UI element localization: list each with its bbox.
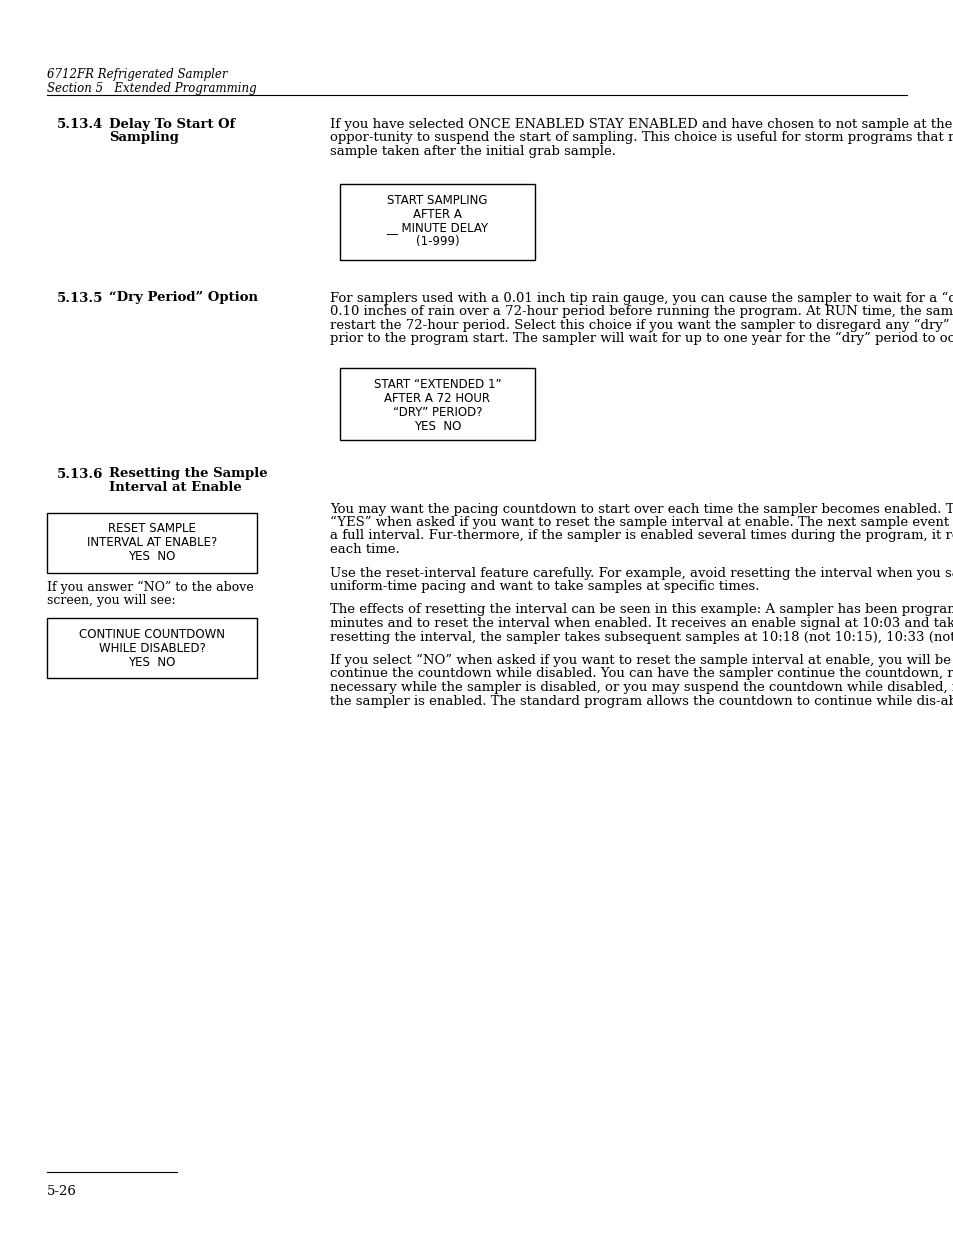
Text: the sampler is enabled. The standard program allows the countdown to continue wh: the sampler is enabled. The standard pro… [330, 694, 953, 708]
Text: Sampling: Sampling [109, 131, 179, 144]
Text: Section 5   Extended Programming: Section 5 Extended Programming [47, 82, 256, 95]
Text: The effects of resetting the interval can be seen in this example: A sampler has: The effects of resetting the interval ca… [330, 604, 953, 616]
Text: necessary while the sampler is disabled, or you may suspend the countdown while : necessary while the sampler is disabled,… [330, 680, 953, 694]
Text: CONTINUE COUNTDOWN: CONTINUE COUNTDOWN [79, 627, 225, 641]
Text: Resetting the Sample: Resetting the Sample [109, 468, 268, 480]
Text: sample taken after the initial grab sample.: sample taken after the initial grab samp… [330, 144, 616, 158]
Text: START SAMPLING: START SAMPLING [387, 194, 487, 206]
Text: If you select “NO” when asked if you want to reset the sample interval at enable: If you select “NO” when asked if you wan… [330, 655, 953, 667]
Text: __ MINUTE DELAY: __ MINUTE DELAY [386, 221, 488, 235]
Text: “YES” when asked if you want to reset the sample interval at enable. The next sa: “YES” when asked if you want to reset th… [330, 516, 953, 530]
Text: 5-26: 5-26 [47, 1186, 77, 1198]
Bar [47, 513, 256, 573]
Text: continue the countdown while disabled. You can have the sampler continue the cou: continue the countdown while disabled. Y… [330, 667, 953, 680]
Text: resetting the interval, the sampler takes subsequent samples at 10:18 (not 10:15: resetting the interval, the sampler take… [330, 631, 953, 643]
Text: Interval at Enable: Interval at Enable [109, 480, 241, 494]
Text: If you answer “NO” to the above: If you answer “NO” to the above [47, 580, 253, 594]
Text: a full interval. Fur-thermore, if the sampler is enabled several times during th: a full interval. Fur-thermore, if the sa… [330, 530, 953, 542]
Text: START “EXTENDED 1”: START “EXTENDED 1” [374, 378, 500, 390]
Text: prior to the program start. The sampler will wait for up to one year for the “dr: prior to the program start. The sampler … [330, 332, 953, 346]
Text: For samplers used with a 0.01 inch tip rain gauge, you can cause the sampler to : For samplers used with a 0.01 inch tip r… [330, 291, 953, 305]
Text: uniform-time pacing and want to take samples at specific times.: uniform-time pacing and want to take sam… [330, 580, 759, 593]
Bar [47, 618, 256, 678]
Text: Use the reset-interval feature carefully. For example, avoid resetting the inter: Use the reset-interval feature carefully… [330, 567, 953, 579]
Text: YES  NO: YES NO [128, 551, 175, 563]
Text: 6712FR Refrigerated Sampler: 6712FR Refrigerated Sampler [47, 68, 227, 82]
Text: INTERVAL AT ENABLE?: INTERVAL AT ENABLE? [87, 536, 217, 550]
Text: 5.13.6: 5.13.6 [57, 468, 103, 480]
Bar [339, 184, 535, 259]
Text: You may want the pacing countdown to start over each time the sampler becomes en: You may want the pacing countdown to sta… [330, 503, 953, 515]
Text: (1-999): (1-999) [416, 236, 458, 248]
Text: WHILE DISABLED?: WHILE DISABLED? [98, 641, 205, 655]
Text: AFTER A: AFTER A [413, 207, 461, 221]
Text: each time.: each time. [330, 543, 399, 556]
Text: Delay To Start Of: Delay To Start Of [109, 119, 235, 131]
Text: minutes and to reset the interval when enabled. It receives an enable signal at : minutes and to reset the interval when e… [330, 618, 953, 630]
Text: oppor-tunity to suspend the start of sampling. This choice is useful for storm p: oppor-tunity to suspend the start of sam… [330, 131, 953, 144]
Text: AFTER A 72 HOUR: AFTER A 72 HOUR [384, 391, 490, 405]
Text: “Dry Period” Option: “Dry Period” Option [109, 291, 257, 305]
Text: 5.13.4: 5.13.4 [57, 119, 103, 131]
Bar [339, 368, 535, 440]
Text: If you have selected ONCE ENABLED STAY ENABLED and have chosen to not sample at : If you have selected ONCE ENABLED STAY E… [330, 119, 953, 131]
Text: restart the 72-hour period. Select this choice if you want the sampler to disreg: restart the 72-hour period. Select this … [330, 319, 953, 332]
Text: screen, you will see:: screen, you will see: [47, 594, 175, 606]
Text: 5.13.5: 5.13.5 [57, 291, 103, 305]
Text: YES  NO: YES NO [128, 656, 175, 668]
Text: RESET SAMPLE: RESET SAMPLE [108, 522, 195, 536]
Text: YES  NO: YES NO [414, 420, 460, 432]
Text: 0.10 inches of rain over a 72-hour period before running the program. At RUN tim: 0.10 inches of rain over a 72-hour perio… [330, 305, 953, 317]
Text: “DRY” PERIOD?: “DRY” PERIOD? [393, 405, 482, 419]
